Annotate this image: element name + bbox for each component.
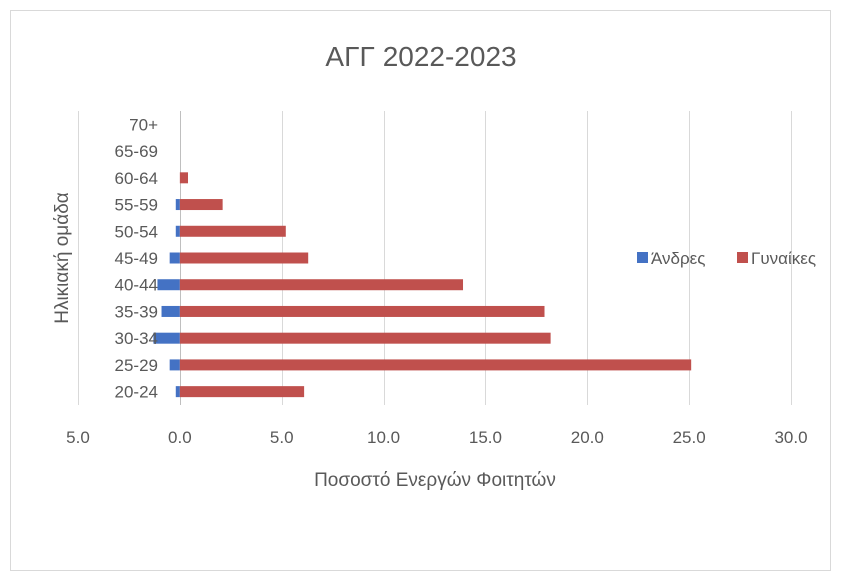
bar-andres-25-29 [169, 359, 180, 371]
bar-andres-40-44 [157, 279, 180, 291]
x-axis-title: Ποσοστό Ενεργών Φοιτητών [314, 470, 556, 491]
category-label-35-39: 35-39 [115, 302, 158, 321]
bar-gynaikes-55-59 [179, 199, 223, 211]
bar-gynaikes-25-29 [179, 359, 692, 371]
bar-gynaikes-60-64 [179, 172, 189, 184]
category-label-45-49: 45-49 [115, 249, 158, 268]
category-label-30-34: 30-34 [115, 329, 158, 348]
legend-swatch-andres [637, 252, 648, 263]
gridlines [78, 111, 792, 405]
x-tick-label-6: 25.0 [673, 428, 706, 447]
legend-label-gynaikes: Γυναίκες [751, 249, 816, 268]
chart-frame [10, 10, 831, 571]
bar-gynaikes-40-44 [179, 279, 464, 291]
bar-andres-50-54 [175, 225, 180, 237]
bar-andres-30-34 [153, 332, 180, 344]
category-label-60-64: 60-64 [115, 169, 158, 188]
x-tick-label-5: 20.0 [571, 428, 604, 447]
bar-gynaikes-50-54 [179, 225, 286, 237]
bar-andres-35-39 [161, 305, 180, 317]
bar-andres-55-59 [175, 199, 180, 211]
bar-andres-45-49 [169, 252, 180, 264]
category-label-55-59: 55-59 [115, 196, 158, 215]
bar-gynaikes-35-39 [179, 305, 545, 317]
bar-gynaikes-30-34 [179, 332, 551, 344]
x-tick-label-1: 0.0 [168, 428, 192, 447]
bar-andres-20-24 [175, 386, 180, 398]
category-label-20-24: 20-24 [115, 383, 158, 402]
chart-title: ΑΓΓ 2022-2023 [325, 41, 516, 72]
x-tick-label-0: 5.0 [66, 428, 90, 447]
legend-swatch-gynaikes [737, 252, 748, 263]
x-tick-label-3: 10.0 [367, 428, 400, 447]
legend: Άνδρες Γυναίκες [637, 249, 816, 268]
category-label-70+: 70+ [129, 115, 158, 134]
x-tick-label-4: 15.0 [469, 428, 502, 447]
legend-label-andres: Άνδρες [651, 249, 705, 268]
bars [153, 172, 692, 398]
category-label-40-44: 40-44 [115, 276, 158, 295]
x-tick-label-2: 5.0 [270, 428, 294, 447]
category-labels: 20-24 25-29 30-34 35-39 40-44 45-49 50-54 55-59… [115, 115, 159, 401]
bar-gynaikes-20-24 [179, 386, 305, 398]
y-axis-title: Ηλικιακή ομάδα [52, 192, 73, 324]
bar-gynaikes-45-49 [179, 252, 309, 264]
category-label-50-54: 50-54 [115, 222, 158, 241]
x-tick-labels: 5.0 0.0 5.0 10.0 15.0 20.0 25.0 30.0 [66, 428, 807, 447]
category-label-65-69: 65-69 [115, 142, 158, 161]
x-tick-label-7: 30.0 [774, 428, 807, 447]
category-label-25-29: 25-29 [115, 356, 158, 375]
